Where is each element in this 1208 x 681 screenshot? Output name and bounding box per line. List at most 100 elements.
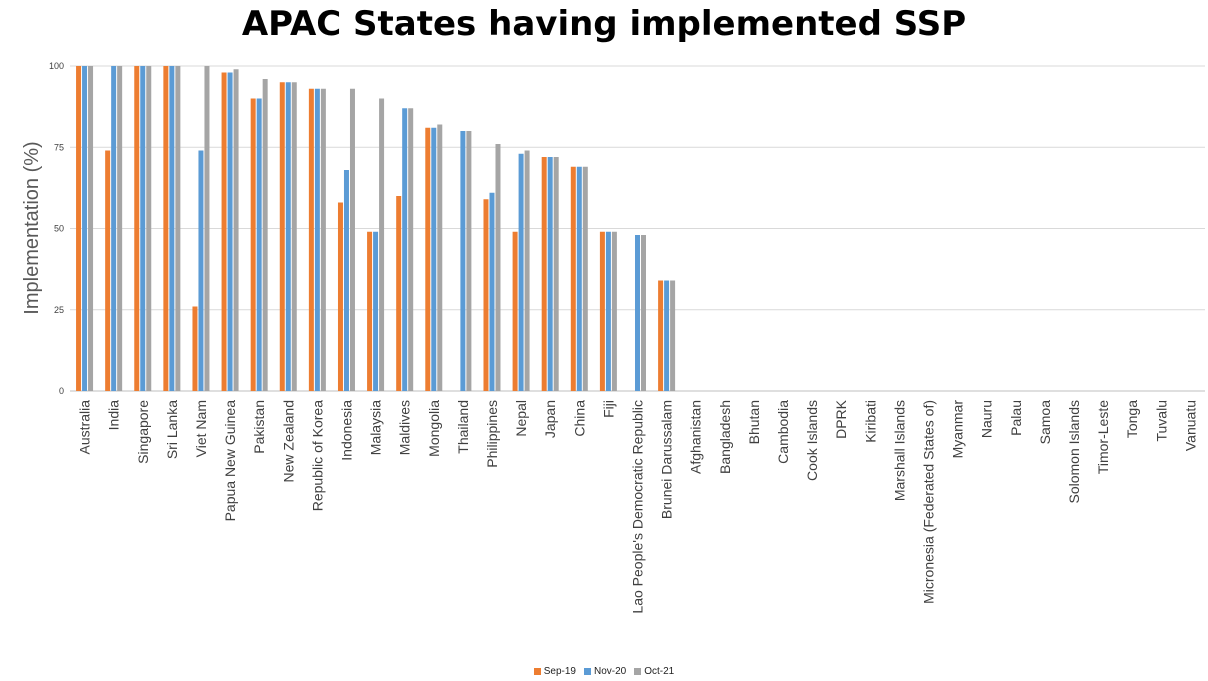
legend-item: Oct-21 [634, 666, 674, 677]
legend-swatch [583, 667, 591, 675]
bar [379, 98, 385, 391]
x-tick-label: Indonesia [338, 400, 354, 461]
x-tick-label: Kiribati [862, 400, 878, 443]
bar [611, 231, 617, 391]
y-tick-label: 50 [54, 224, 64, 234]
bar [256, 98, 262, 391]
x-tick-label: Fiji [600, 400, 616, 418]
x-axis-ticks: Australia India Singapore Sri Lanka Viet Nam… [77, 399, 1199, 613]
bar [227, 72, 233, 391]
x-tick-label: Samoa [1037, 400, 1053, 445]
bar [524, 150, 530, 391]
x-tick-label: Marshall Islands [891, 400, 907, 501]
bar [262, 79, 268, 391]
x-tick-label: Palau [1008, 400, 1024, 436]
x-tick-label: Brunei Darussalam [659, 400, 675, 519]
x-tick-label: Cambodia [775, 400, 791, 464]
x-tick-label: Republic of Korea [309, 400, 325, 512]
legend-swatch [533, 667, 541, 675]
x-tick-label: Singapore [135, 400, 151, 464]
x-tick-label: Afghanistan [688, 400, 704, 474]
bar [337, 202, 343, 391]
x-tick-label: Solomon Islands [1066, 400, 1082, 504]
bar [425, 127, 431, 391]
bar [320, 88, 326, 391]
x-tick-label: Japan [542, 400, 558, 438]
legend-item: Sep-19 [533, 666, 576, 677]
bar [512, 231, 518, 391]
x-tick-label: Papua New Guinea [222, 400, 238, 522]
bar [635, 235, 640, 391]
legend-label: Sep-19 [543, 666, 576, 677]
x-tick-label: India [106, 400, 122, 431]
bar [163, 66, 169, 391]
x-tick-label: Timor-Leste [1095, 400, 1111, 474]
bars [76, 66, 676, 391]
bar [175, 66, 181, 391]
bar [431, 127, 437, 391]
bar [233, 69, 239, 391]
x-tick-label: Bangladesh [717, 400, 733, 474]
x-tick-label: Mongolia [426, 400, 442, 457]
x-tick-label: Pakistan [251, 400, 267, 454]
bar [204, 66, 210, 391]
bar [134, 66, 140, 391]
bar [518, 153, 524, 391]
bar [105, 150, 111, 391]
y-axis-label: Implementation (%) [21, 141, 43, 314]
bar [343, 170, 349, 391]
x-tick-label: Thailand [455, 400, 471, 454]
bar [466, 131, 472, 391]
chart-title: APAC States having implemented SSP [241, 4, 967, 44]
bar [192, 306, 198, 391]
x-tick-label: China [571, 400, 587, 437]
x-tick-label: New Zealand [280, 400, 296, 483]
y-tick-label: 75 [54, 142, 64, 152]
x-tick-label: Philippines [484, 400, 500, 468]
bar [169, 66, 175, 391]
bar [495, 144, 501, 391]
y-tick-label: 25 [54, 305, 64, 315]
bar [483, 199, 489, 391]
x-tick-label: Cook Islands [804, 400, 820, 481]
x-tick-label: Bhutan [746, 400, 762, 444]
x-tick-label: Tuvalu [1153, 400, 1169, 442]
bar [576, 166, 582, 391]
bar [402, 108, 408, 391]
bar [349, 88, 355, 391]
y-tick-label: 0 [59, 386, 64, 396]
bar [279, 82, 285, 391]
bar [198, 150, 204, 391]
x-tick-label: Nauru [979, 400, 995, 438]
bar [460, 131, 466, 391]
bar [408, 108, 414, 391]
x-tick-label: Maldives [397, 400, 413, 455]
bar [221, 72, 227, 391]
bar [541, 157, 547, 391]
x-tick-label: Vanuatu [1182, 400, 1198, 451]
x-tick-label: Viet Nam [193, 400, 209, 457]
bar [111, 66, 117, 391]
bar [570, 166, 576, 391]
bar [437, 124, 443, 391]
bar [373, 231, 379, 391]
bar [582, 166, 588, 391]
x-tick-label: Malaysia [368, 400, 384, 455]
legend-label: Nov-20 [593, 666, 627, 677]
bar [250, 98, 256, 391]
legend: Sep-19 Nov-20 Oct-21 [0, 666, 1208, 677]
bar [117, 66, 123, 391]
bar [658, 280, 664, 391]
bar [291, 82, 297, 391]
x-tick-label: Australia [77, 400, 93, 455]
bar [314, 88, 320, 391]
x-tick-label: DPRK [833, 399, 849, 439]
legend-item: Nov-20 [583, 666, 627, 677]
bar [641, 235, 646, 391]
bar [82, 66, 88, 391]
bar [553, 157, 559, 391]
x-tick-label: Micronesia (Federated States of) [921, 400, 937, 604]
bar [140, 66, 146, 391]
bar [396, 196, 402, 391]
